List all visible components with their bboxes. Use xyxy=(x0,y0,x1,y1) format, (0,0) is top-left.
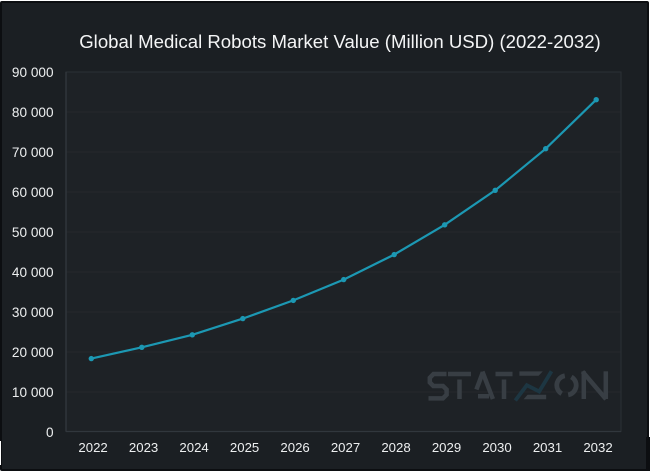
svg-text:70 000: 70 000 xyxy=(12,145,54,160)
svg-text:2025: 2025 xyxy=(230,440,259,455)
svg-text:2029: 2029 xyxy=(432,440,461,455)
svg-text:2026: 2026 xyxy=(280,440,309,455)
svg-text:60 000: 60 000 xyxy=(12,185,54,200)
svg-text:2030: 2030 xyxy=(482,440,511,455)
svg-text:20 000: 20 000 xyxy=(12,345,54,360)
svg-text:10 000: 10 000 xyxy=(12,385,54,400)
svg-text:2032: 2032 xyxy=(583,440,612,455)
svg-text:2027: 2027 xyxy=(331,440,360,455)
svg-text:0: 0 xyxy=(46,425,54,440)
svg-text:40 000: 40 000 xyxy=(12,265,54,280)
svg-text:2023: 2023 xyxy=(129,440,158,455)
svg-text:90 000: 90 000 xyxy=(12,65,54,80)
svg-text:2022: 2022 xyxy=(78,440,107,455)
svg-text:50 000: 50 000 xyxy=(12,225,54,240)
svg-text:2024: 2024 xyxy=(179,440,208,455)
svg-text:30 000: 30 000 xyxy=(12,305,54,320)
svg-text:Global Medical Robots Market V: Global Medical Robots Market Value (Mill… xyxy=(79,31,601,52)
svg-text:2028: 2028 xyxy=(381,440,410,455)
svg-text:80 000: 80 000 xyxy=(12,105,54,120)
svg-text:2031: 2031 xyxy=(533,440,562,455)
